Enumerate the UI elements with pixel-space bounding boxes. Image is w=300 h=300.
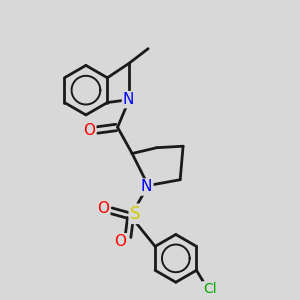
Text: O: O [83, 123, 95, 138]
Text: N: N [141, 179, 152, 194]
Text: N: N [123, 92, 134, 107]
Text: O: O [97, 201, 109, 216]
Text: S: S [130, 205, 140, 223]
Text: O: O [115, 234, 127, 249]
Text: Cl: Cl [203, 282, 216, 296]
